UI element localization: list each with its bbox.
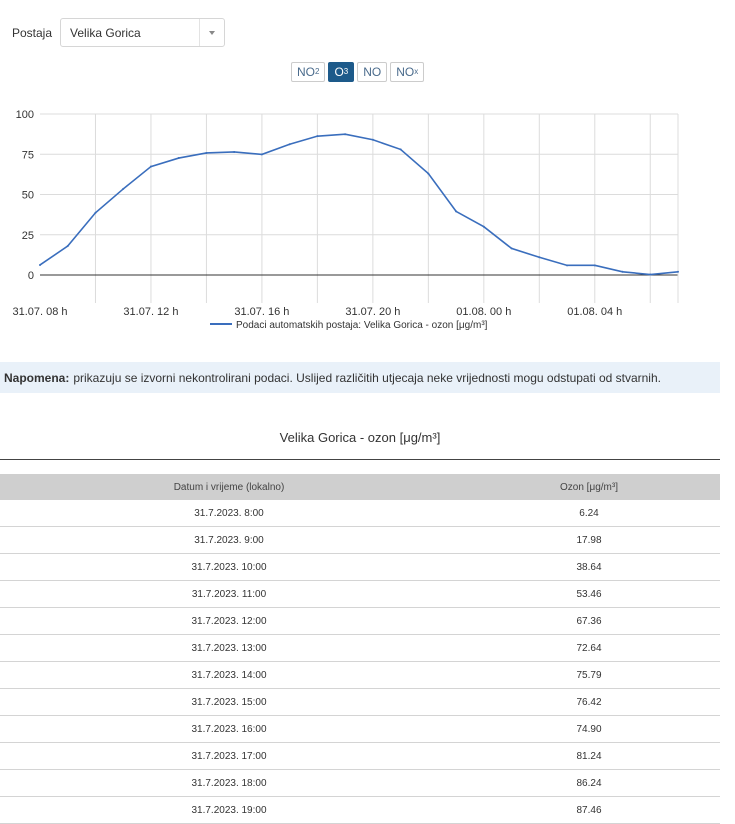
note-label: Napomena:: [4, 370, 70, 385]
cell-datetime: 31.7.2023. 19:00: [0, 796, 458, 824]
data-point: [427, 172, 430, 175]
pollutant-button-label: NO: [297, 65, 315, 79]
data-point: [344, 133, 347, 136]
x-tick-label: 31.07. 16 h: [234, 306, 289, 318]
cell-datetime: 31.7.2023. 18:00: [0, 769, 458, 797]
table-row: 31.7.2023. 13:00 72.64: [0, 634, 720, 662]
pollutant-button-nox[interactable]: NO x: [390, 62, 425, 82]
data-point: [593, 264, 596, 267]
data-point: [205, 151, 208, 154]
data-point: [371, 138, 374, 141]
x-tick-label: 31.07. 12 h: [123, 306, 178, 318]
cell-datetime: 31.7.2023. 10:00: [0, 553, 458, 581]
table-row: 31.7.2023. 9:00 17.98: [0, 526, 720, 554]
y-tick-label: 0: [28, 270, 34, 282]
pollutant-button-label: O: [334, 65, 344, 79]
cell-ozone: 76.42: [458, 688, 720, 716]
cell-ozone: 87.46: [458, 796, 720, 824]
data-point: [316, 135, 319, 138]
cell-ozone: 75.79: [458, 661, 720, 689]
station-select[interactable]: Velika Gorica: [60, 18, 226, 47]
table-row: 31.7.2023. 10:00 38.64: [0, 553, 720, 581]
table-body: 31.7.2023. 8:00 6.24 31.7.2023. 9:00 17.98 3…: [0, 500, 720, 824]
station-selector-row: Postaja Velika Gorica: [12, 18, 226, 47]
note-text: prikazuju se izvorni nekontrolirani poda…: [73, 370, 661, 385]
cell-ozone: 72.64: [458, 634, 720, 662]
data-point: [288, 143, 291, 146]
cell-ozone: 17.98: [458, 526, 720, 554]
data-point: [455, 210, 458, 213]
cell-datetime: 31.7.2023. 13:00: [0, 634, 458, 662]
y-tick-label: 100: [16, 109, 34, 121]
cell-datetime: 31.7.2023. 14:00: [0, 661, 458, 689]
cell-ozone: 6.24: [458, 500, 720, 527]
table-row: 31.7.2023. 11:00 53.46: [0, 580, 720, 608]
cell-datetime: 31.7.2023. 12:00: [0, 607, 458, 635]
data-point: [566, 264, 569, 267]
chevron-down-icon: [209, 30, 216, 35]
table-header-row: Datum i vrijeme (lokalno) Ozon [μg/m³]: [0, 474, 720, 500]
data-table: Datum i vrijeme (lokalno) Ozon [μg/m³] 3…: [0, 474, 720, 824]
cell-ozone: 81.24: [458, 742, 720, 770]
ozone-line-chart: 0 25 50 75 100 31.07. 08 h 31.07. 12 h 31.07. 1…: [12, 109, 679, 331]
x-tick-label: 01.08. 04 h: [567, 306, 622, 318]
legend-label: Podaci automatskih postaja: Velika Goric…: [236, 320, 488, 331]
y-tick-label: 75: [22, 149, 34, 161]
y-tick-label: 25: [22, 230, 34, 242]
table-row: 31.7.2023. 17:00 81.24: [0, 742, 720, 770]
x-tick-label: 31.07. 08 h: [12, 306, 67, 318]
cell-datetime: 31.7.2023. 16:00: [0, 715, 458, 743]
table-row: 31.7.2023. 12:00 67.36: [0, 607, 720, 635]
x-tick-label: 01.08. 00 h: [456, 306, 511, 318]
data-point: [482, 225, 485, 228]
pollutant-button-label: NO: [363, 65, 382, 79]
cell-datetime: 31.7.2023. 17:00: [0, 742, 458, 770]
cell-ozone: 74.90: [458, 715, 720, 743]
table-row: 31.7.2023. 8:00 6.24: [0, 500, 720, 527]
table-row: 31.7.2023. 19:00 87.46: [0, 796, 720, 824]
cell-datetime: 31.7.2023. 11:00: [0, 580, 458, 608]
table-divider: [0, 459, 720, 460]
table-row: 31.7.2023. 14:00 75.79: [0, 661, 720, 689]
cell-ozone: 38.64: [458, 553, 720, 581]
dropdown-toggle[interactable]: [199, 19, 224, 46]
cell-ozone: 67.36: [458, 607, 720, 635]
station-select-value: Velika Gorica: [70, 25, 141, 40]
cell-ozone: 53.46: [458, 580, 720, 608]
data-point: [649, 273, 652, 276]
x-tick-label: 31.07. 20 h: [345, 306, 400, 318]
data-point: [39, 263, 41, 266]
data-point: [233, 150, 236, 153]
station-label: Postaja: [12, 25, 53, 40]
pollutant-button-no2[interactable]: NO 2: [291, 62, 326, 82]
cell-datetime: 31.7.2023. 8:00: [0, 500, 458, 527]
data-point: [677, 270, 679, 273]
data-point: [66, 245, 69, 248]
data-point: [621, 270, 624, 273]
data-point: [260, 153, 263, 156]
pollutant-button-label: NO: [396, 65, 415, 79]
data-point: [94, 211, 97, 214]
table-row: 31.7.2023. 15:00 76.42: [0, 688, 720, 716]
cell-datetime: 31.7.2023. 9:00: [0, 526, 458, 554]
table-row: 31.7.2023. 16:00 74.90: [0, 715, 720, 743]
cell-ozone: 86.24: [458, 769, 720, 797]
data-point: [122, 187, 125, 190]
y-tick-label: 50: [22, 190, 34, 202]
data-point: [399, 148, 402, 151]
table-row: 31.7.2023. 18:00 86.24: [0, 769, 720, 797]
data-point: [149, 165, 152, 168]
cell-datetime: 31.7.2023. 15:00: [0, 688, 458, 716]
table-title: Velika Gorica - ozon [μg/m³]: [279, 430, 441, 445]
data-point: [510, 247, 513, 250]
column-header-datetime[interactable]: Datum i vrijeme (lokalno): [0, 474, 458, 500]
data-point: [538, 256, 541, 259]
pollutant-button-no[interactable]: NO: [357, 62, 388, 82]
series-line-ozone: [39, 133, 679, 276]
note-banner: Napomena: prikazuju se izvorni nekontrol…: [0, 362, 720, 393]
data-point: [177, 157, 180, 160]
column-header-ozone[interactable]: Ozon [μg/m³]: [458, 474, 720, 500]
